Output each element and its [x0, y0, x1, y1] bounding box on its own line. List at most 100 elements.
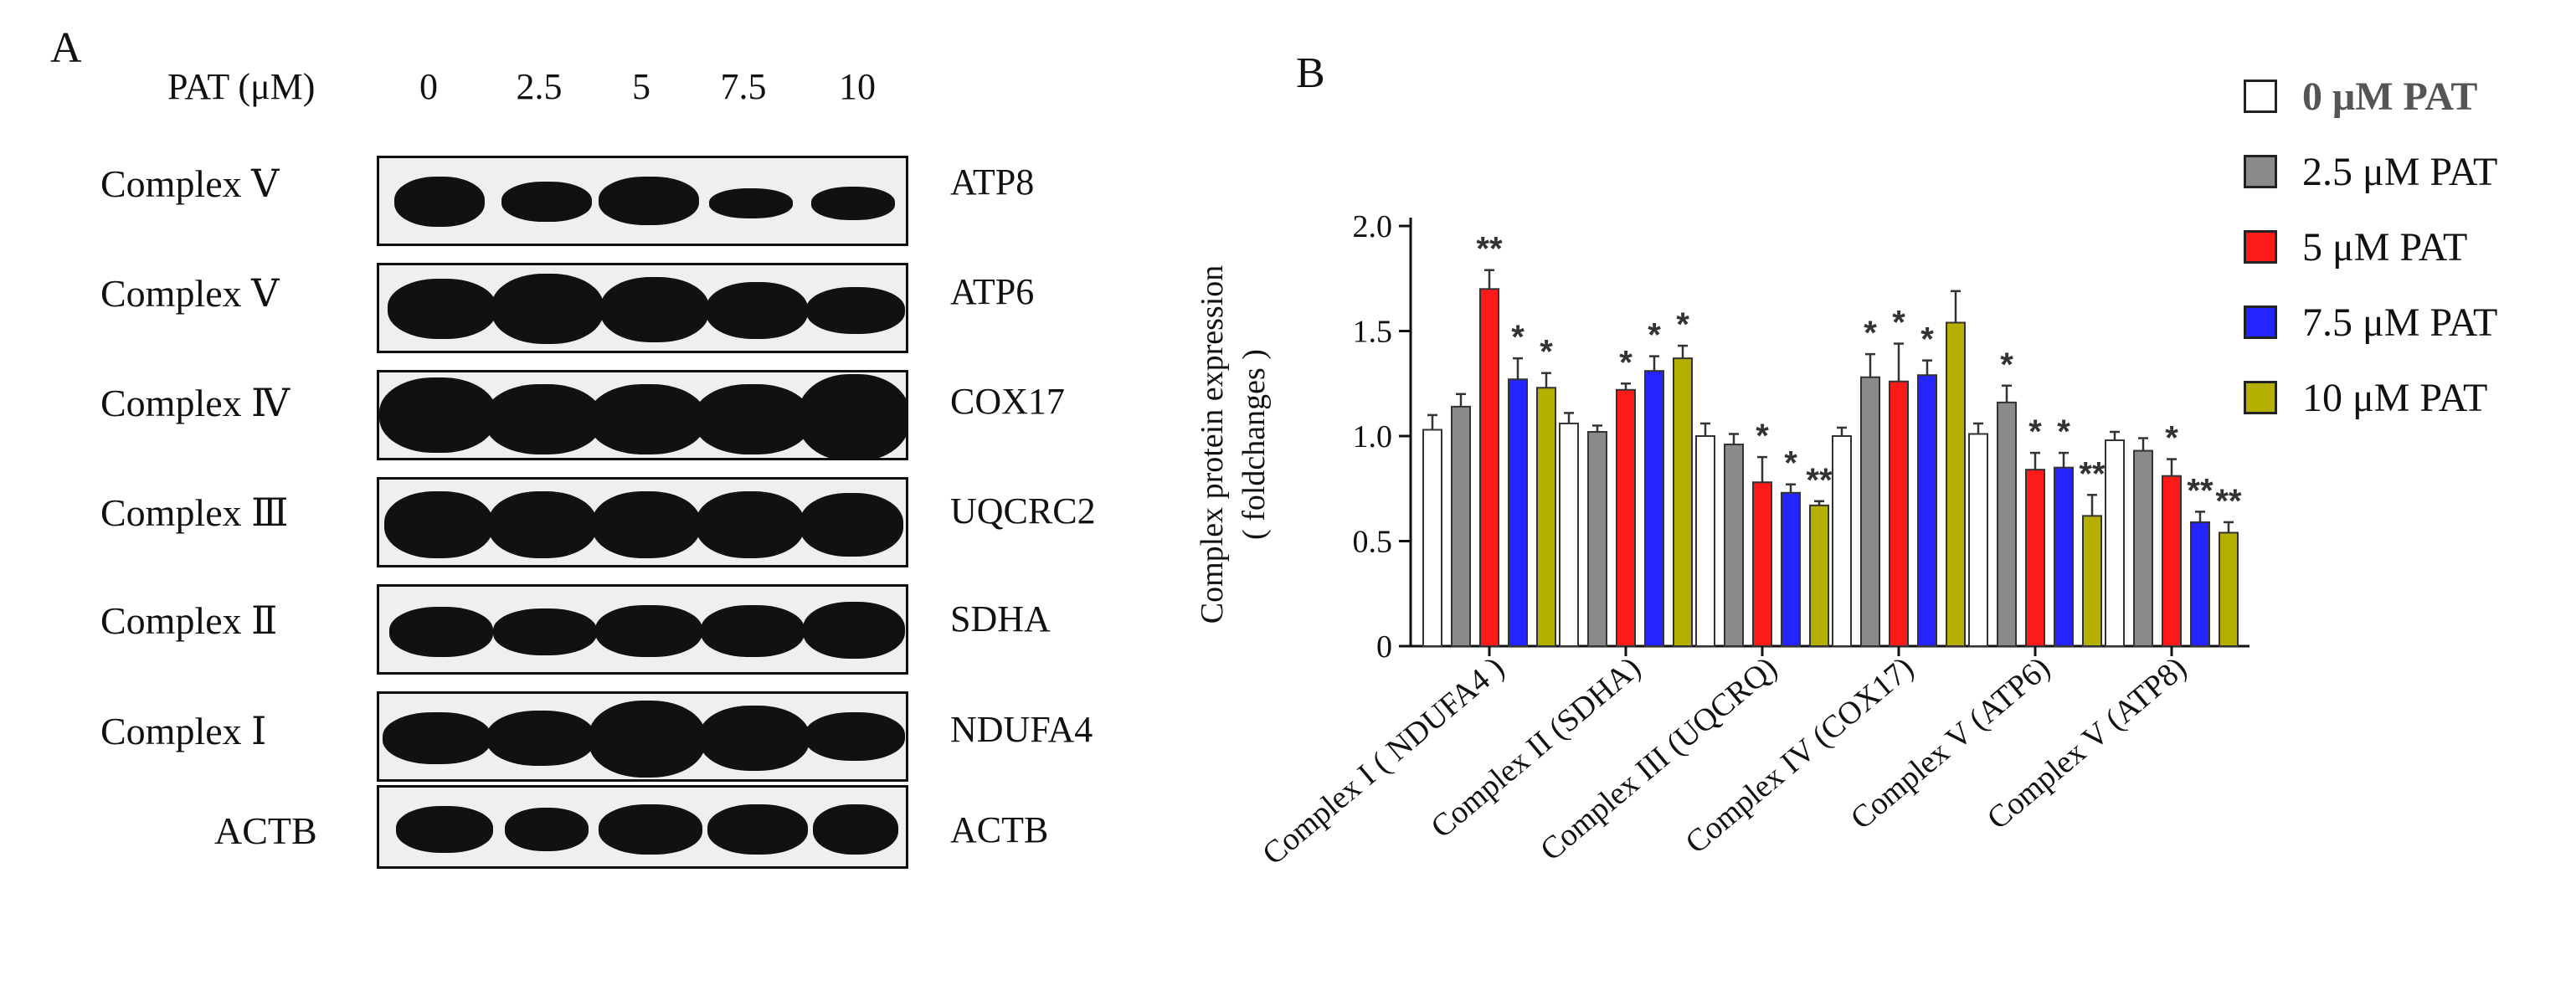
legend-swatch-0um — [2244, 80, 2277, 113]
bar — [1479, 288, 1499, 648]
y-tick-label: 2.0 — [1353, 209, 1393, 244]
pat-concentration-label: PAT (μM) — [167, 66, 316, 107]
western-blot-actb — [377, 785, 908, 869]
bar — [2219, 531, 2239, 647]
significance-marker: ** — [1476, 231, 1503, 268]
bar — [1997, 401, 2017, 647]
y-axis-label: ( foldchanges ) — [1237, 349, 1272, 540]
bar — [1536, 387, 1556, 647]
significance-marker: ** — [2187, 472, 2214, 509]
blot-row-label-complex-v-atp8: Complex Ⅴ — [100, 162, 280, 205]
y-tick-label: 1.0 — [1353, 419, 1393, 454]
bar — [1451, 405, 1471, 647]
concentration-2-5: 2.5 — [516, 66, 563, 107]
x-tick-label: Complex I ( NDUFA4 ) — [1256, 650, 1511, 872]
bar — [1724, 444, 1744, 648]
blot-row-label-complex-iii: Complex Ⅲ — [100, 491, 289, 534]
legend-swatch-7-5um — [2244, 305, 2277, 339]
x-tick-label: Complex III (UQCRQ) — [1534, 650, 1784, 868]
significance-marker: * — [1676, 306, 1689, 343]
protein-label-ndufa4: NDUFA4 — [950, 709, 1093, 750]
legend-swatch-5um — [2244, 230, 2277, 264]
bar — [1917, 374, 1937, 647]
bar — [2105, 439, 2125, 647]
bar — [1587, 430, 1607, 647]
panel-a-letter: A — [50, 24, 82, 72]
concentration-5: 5 — [632, 66, 650, 107]
legend-label-10um: 10 μM PAT — [2302, 375, 2488, 420]
concentration-0: 0 — [419, 66, 438, 107]
significance-marker: * — [1540, 334, 1553, 371]
western-blot-ndufa4 — [377, 691, 908, 782]
blot-row-label-complex-iv: Complex Ⅳ — [100, 382, 291, 424]
bar — [2133, 449, 2153, 647]
bar-chart: 0 0.5 1.0 1.5 2.0 Complex protein expression(… — [1195, 209, 2250, 872]
legend-label-7-5um: 7.5 μM PAT — [2302, 300, 2498, 345]
blot-row-label-complex-i: Complex Ⅰ — [100, 710, 267, 752]
protein-label-actb: ACTB — [950, 809, 1049, 850]
protein-label-sdha: SDHA — [950, 598, 1051, 639]
bar — [1968, 433, 1988, 647]
legend-item-7-5um: 7.5 μM PAT — [2244, 285, 2497, 360]
bar — [2190, 521, 2210, 647]
bar — [1832, 435, 1852, 647]
protein-label-atp8: ATP8 — [950, 162, 1035, 203]
significance-marker: ** — [2079, 455, 2106, 492]
bar — [2162, 475, 2182, 647]
bar — [1422, 429, 1442, 647]
western-blot-sdha — [377, 584, 908, 675]
bar — [2054, 466, 2074, 647]
significance-marker: * — [1619, 344, 1632, 381]
bar — [1559, 422, 1579, 647]
significance-marker: * — [1864, 315, 1877, 352]
legend-item-2-5um: 2.5 μM PAT — [2244, 134, 2497, 209]
protein-label-atp6: ATP6 — [950, 271, 1035, 312]
bar — [2082, 515, 2102, 647]
bar — [1644, 370, 1664, 647]
bar — [1946, 321, 1966, 648]
protein-label-cox17: COX17 — [950, 381, 1065, 422]
legend-swatch-2-5um — [2244, 155, 2277, 188]
bar — [1860, 376, 1880, 647]
bar — [1781, 491, 1801, 647]
bar — [1695, 435, 1715, 647]
y-tick-label: 0 — [1376, 629, 1392, 665]
bar — [1616, 388, 1636, 647]
concentration-10: 10 — [839, 66, 876, 107]
bar — [2025, 469, 2045, 647]
bar — [1752, 481, 1772, 647]
significance-marker: * — [1511, 319, 1525, 356]
western-blot-cox17 — [377, 370, 908, 460]
legend-swatch-10um — [2244, 381, 2277, 414]
y-tick-label: 0.5 — [1353, 525, 1393, 560]
chart-legend: 0 μM PAT 2.5 μM PAT 5 μM PAT 7.5 μM PAT … — [2244, 59, 2497, 435]
western-blot-atp6 — [377, 263, 908, 353]
legend-item-0um: 0 μM PAT — [2244, 59, 2497, 134]
legend-label-5um: 5 μM PAT — [2302, 224, 2468, 270]
significance-marker: * — [2165, 420, 2178, 457]
panel-b-letter: B — [1296, 49, 1325, 97]
bar — [1508, 378, 1528, 647]
protein-label-uqcrc2: UQCRC2 — [950, 490, 1096, 531]
significance-marker: * — [2000, 347, 2013, 383]
blot-row-label-complex-v-atp6: Complex Ⅴ — [100, 272, 280, 315]
significance-marker: * — [2057, 413, 2070, 450]
bar — [1889, 380, 1909, 647]
significance-marker: * — [1892, 305, 1905, 341]
significance-marker: * — [1756, 418, 1769, 454]
y-axis-label: Complex protein expression — [1195, 265, 1230, 624]
x-tick-label: Complex IV (COX17) — [1679, 650, 1920, 861]
legend-item-5um: 5 μM PAT — [2244, 209, 2497, 285]
significance-marker: * — [2028, 413, 2042, 450]
concentration-7-5: 7.5 — [720, 66, 767, 107]
bar — [1673, 357, 1693, 647]
legend-item-10um: 10 μM PAT — [2244, 360, 2497, 435]
significance-marker: * — [1648, 317, 1661, 354]
blot-row-label-complex-ii: Complex Ⅱ — [100, 599, 278, 642]
bar — [1809, 504, 1829, 647]
y-tick-label: 1.5 — [1353, 315, 1393, 350]
blot-row-label-actb: ACTB — [214, 809, 317, 852]
significance-marker: * — [1920, 321, 1934, 358]
significance-marker: ** — [2215, 483, 2242, 520]
significance-marker: * — [1784, 445, 1797, 482]
